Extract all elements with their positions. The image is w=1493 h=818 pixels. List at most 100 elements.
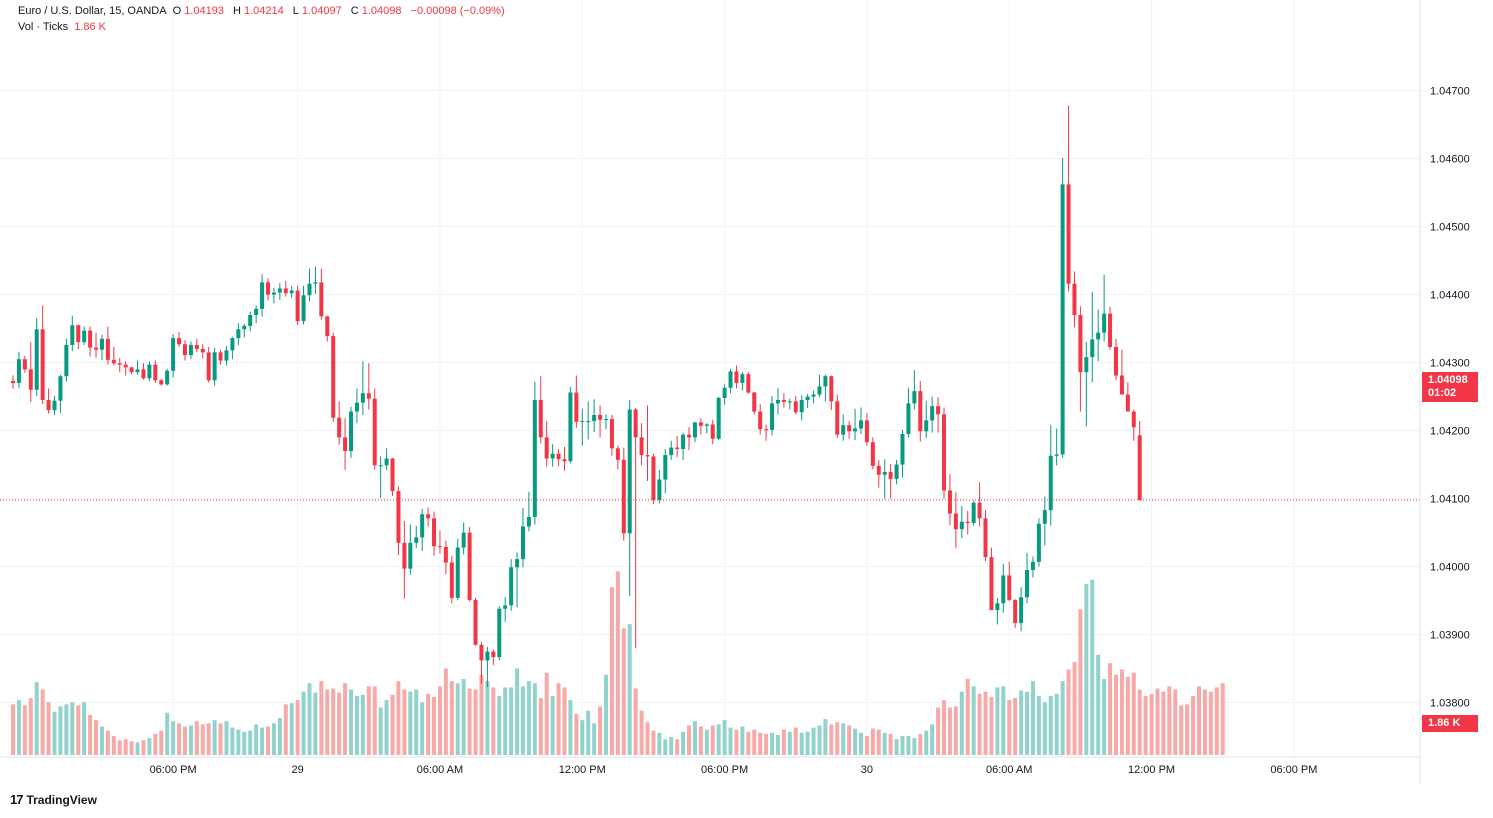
candle-body — [491, 651, 496, 658]
volume-bar — [609, 587, 614, 755]
candle-body — [853, 428, 858, 432]
volume-bar — [206, 723, 211, 755]
volume-bar — [1137, 689, 1142, 755]
candle-body — [823, 376, 828, 387]
volume-bar — [692, 721, 697, 755]
last-price-value: 1.04098 — [1428, 374, 1468, 386]
volume-bar — [841, 723, 846, 755]
candle-body — [485, 651, 490, 661]
volume-bar — [698, 726, 703, 755]
volume-bar — [787, 731, 792, 755]
candle-body — [372, 398, 377, 466]
candle-body — [248, 315, 253, 326]
volume-bar — [34, 682, 39, 755]
volume-bar — [562, 687, 567, 755]
volume-bar — [1066, 669, 1071, 755]
candle-body — [520, 526, 525, 560]
tradingview-logo[interactable]: 17 TradingView — [10, 792, 97, 807]
volume-bar — [894, 739, 899, 755]
volume-bar — [1131, 672, 1136, 755]
candle-body — [515, 559, 520, 568]
candle-body — [947, 490, 952, 514]
candle-body — [1060, 184, 1065, 455]
candle-body — [1019, 597, 1024, 624]
volume-bar — [390, 694, 395, 755]
volume-bar — [165, 712, 170, 755]
candle-body — [28, 369, 33, 390]
candle-body — [289, 290, 294, 294]
candle-body — [1090, 339, 1095, 358]
candle-body — [1119, 375, 1124, 395]
volume-bar — [360, 694, 365, 755]
volume-bar — [704, 729, 709, 755]
candle-body — [817, 386, 822, 395]
volume-bar — [242, 731, 247, 755]
volume-bar — [497, 695, 502, 755]
volume-bar — [675, 739, 680, 755]
volume-legend[interactable]: Vol · Ticks 1.86 K — [18, 21, 109, 33]
volume-bar — [906, 736, 911, 755]
candle-body — [64, 344, 69, 377]
volume-bar — [283, 704, 288, 755]
candle-body — [965, 521, 970, 524]
volume-bar — [1179, 705, 1184, 755]
candle-body — [1030, 561, 1035, 570]
candle-body — [1066, 184, 1071, 284]
volume-bar — [633, 688, 638, 755]
volume-bar — [408, 691, 413, 755]
candle-body — [182, 344, 187, 356]
candle-body — [70, 325, 75, 345]
candle-body — [313, 282, 318, 284]
candle-body — [159, 380, 164, 385]
volume-bar — [995, 687, 1000, 755]
volume-bar — [461, 679, 466, 755]
time-tick-label: 12:00 PM — [559, 764, 606, 776]
candle-body — [224, 350, 229, 361]
volume-bar — [194, 721, 199, 755]
volume-bar — [1113, 674, 1118, 755]
volume-bar — [538, 698, 543, 755]
volume-bar — [734, 729, 739, 755]
volume-bar — [829, 724, 834, 755]
candle-body — [473, 599, 478, 645]
symbol-legend[interactable]: Euro / U.S. Dollar, 15, OANDA O 1.04193 H… — [18, 5, 508, 17]
price-change: −0.00098 (−0.09%) — [410, 5, 505, 17]
volume-bar — [420, 702, 425, 755]
candle-body — [58, 376, 63, 401]
candle-body — [123, 364, 128, 368]
volume-bar — [574, 713, 579, 755]
price-tick-label: 1.04100 — [1430, 494, 1470, 506]
volume-bar — [99, 726, 104, 755]
volume-bar — [224, 721, 229, 755]
time-axis[interactable]: 06:00 PM 29 06:00 AM 12:00 PM 06:00 PM 30 06:0… — [150, 764, 1318, 776]
candle-body — [52, 400, 57, 411]
volume-bar — [94, 720, 99, 755]
volume-bar — [864, 736, 869, 755]
volume-bar — [912, 738, 917, 755]
candle-body — [1113, 346, 1118, 376]
candle-body — [918, 391, 923, 432]
candle-body — [847, 425, 852, 432]
candle-body — [141, 369, 146, 379]
candle-body — [538, 400, 543, 438]
volume-bar — [426, 693, 431, 755]
candle-body — [99, 338, 104, 350]
volume-bar — [1143, 695, 1148, 755]
candle-body — [888, 472, 893, 479]
volume-bar — [645, 722, 650, 755]
volume-bar — [592, 723, 597, 755]
volume-bar — [977, 693, 982, 755]
volume-bar — [1060, 681, 1065, 755]
volume-bar — [325, 689, 330, 755]
volume-bar — [532, 683, 537, 755]
volume-bar — [876, 729, 881, 755]
price-axis[interactable]: 1.03800 1.03900 1.04000 1.04100 1.04200 1.043… — [1430, 86, 1470, 710]
volume-bar — [770, 732, 775, 755]
volume-bar — [775, 734, 780, 755]
candle-body — [360, 393, 365, 403]
candle-body — [354, 402, 359, 412]
candle-body — [675, 447, 680, 449]
candle-body — [1096, 332, 1101, 340]
volume-bar — [76, 705, 81, 755]
